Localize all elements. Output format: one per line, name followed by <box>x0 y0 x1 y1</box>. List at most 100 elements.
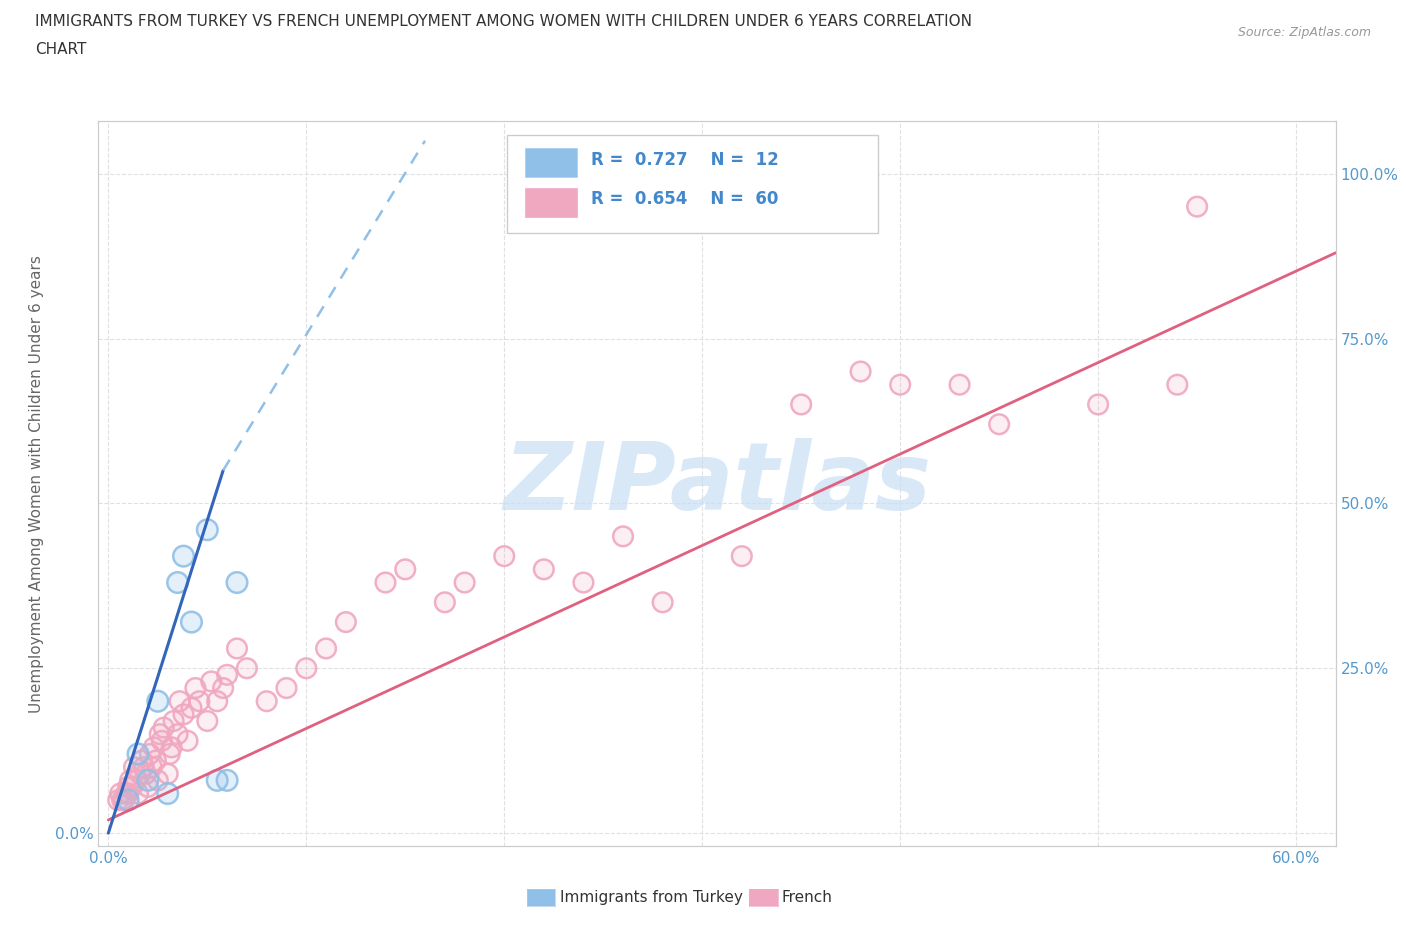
Point <box>111 792 134 807</box>
Point <box>146 773 169 788</box>
Point <box>394 562 416 577</box>
Point <box>139 747 162 762</box>
Point <box>141 760 163 775</box>
Point <box>236 661 259 676</box>
Point <box>156 766 179 781</box>
Point <box>136 773 159 788</box>
Point <box>142 740 165 755</box>
Text: IMMIGRANTS FROM TURKEY VS FRENCH UNEMPLOYMENT AMONG WOMEN WITH CHILDREN UNDER 6 : IMMIGRANTS FROM TURKEY VS FRENCH UNEMPLO… <box>35 14 972 29</box>
Point <box>169 694 191 709</box>
Text: CHART: CHART <box>35 42 87 57</box>
Point <box>152 720 174 735</box>
Point <box>127 786 149 801</box>
Point <box>572 575 595 590</box>
Point <box>180 615 202 630</box>
Point <box>295 661 318 676</box>
Point <box>146 694 169 709</box>
Point <box>212 681 235 696</box>
Point <box>127 747 149 762</box>
Point <box>112 792 135 807</box>
Point <box>176 734 198 749</box>
Point <box>156 786 179 801</box>
Point <box>433 595 456 610</box>
Point <box>120 773 142 788</box>
Point <box>166 575 188 590</box>
Point <box>173 707 195 722</box>
Point <box>127 747 149 762</box>
Bar <box>526 149 578 178</box>
Point <box>131 753 153 768</box>
Point <box>163 713 186 728</box>
Point <box>226 641 249 656</box>
Point <box>200 674 222 689</box>
Point <box>256 694 278 709</box>
Point <box>790 397 813 412</box>
Point <box>195 523 218 538</box>
Point <box>166 575 188 590</box>
Point <box>131 753 153 768</box>
Point <box>205 694 228 709</box>
Point <box>146 694 169 709</box>
Point <box>112 792 135 807</box>
Point <box>433 595 456 610</box>
Point <box>217 668 239 683</box>
Point <box>180 700 202 715</box>
Text: ZIPatlas: ZIPatlas <box>503 438 931 529</box>
Point <box>276 681 298 696</box>
Point <box>173 549 195 564</box>
Point <box>117 786 139 801</box>
Point <box>315 641 337 656</box>
Point <box>1185 199 1208 214</box>
Point <box>195 713 218 728</box>
Point <box>132 760 155 775</box>
Point <box>1087 397 1109 412</box>
Point <box>132 760 155 775</box>
Point <box>205 773 228 788</box>
Point <box>226 575 249 590</box>
Point <box>889 378 911 392</box>
Point <box>173 549 195 564</box>
Point <box>188 694 211 709</box>
Point <box>135 766 157 781</box>
Text: Source: ZipAtlas.com: Source: ZipAtlas.com <box>1237 26 1371 39</box>
Point <box>948 378 970 392</box>
Point <box>122 760 145 775</box>
Point <box>790 397 813 412</box>
Point <box>136 779 159 794</box>
Point <box>205 773 228 788</box>
Point <box>120 773 142 788</box>
Point <box>226 641 249 656</box>
Point <box>115 786 138 801</box>
Point <box>117 792 139 807</box>
Point <box>159 747 181 762</box>
Point <box>988 417 1011 432</box>
Point <box>129 766 152 781</box>
Point <box>276 681 298 696</box>
Point <box>180 615 202 630</box>
Point <box>129 766 152 781</box>
Point <box>156 766 179 781</box>
Point <box>494 549 516 564</box>
Point <box>1087 397 1109 412</box>
Point <box>108 786 131 801</box>
Point <box>453 575 475 590</box>
Point <box>612 529 634 544</box>
Point <box>136 779 159 794</box>
Point <box>572 575 595 590</box>
Point <box>394 562 416 577</box>
Point <box>152 720 174 735</box>
Point <box>166 726 188 741</box>
Point <box>150 734 173 749</box>
Point <box>163 713 186 728</box>
Point <box>1166 378 1188 392</box>
Point <box>195 523 218 538</box>
Point <box>173 707 195 722</box>
Point <box>117 779 139 794</box>
Point <box>180 700 202 715</box>
Point <box>139 747 162 762</box>
Point <box>374 575 396 590</box>
Point <box>160 740 183 755</box>
Point <box>166 726 188 741</box>
Point <box>295 661 318 676</box>
Point <box>217 668 239 683</box>
